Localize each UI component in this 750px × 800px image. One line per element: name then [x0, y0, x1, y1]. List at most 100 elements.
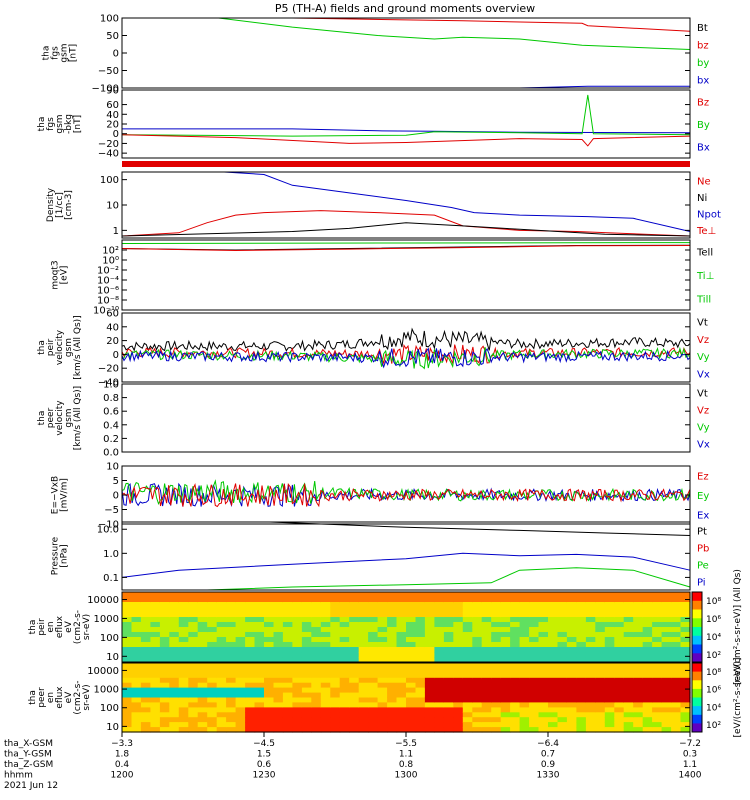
heatmap-cell: [661, 672, 672, 679]
heatmap-cell: [226, 637, 237, 643]
series-line-Bx: [122, 128, 691, 134]
heatmap-cell: [671, 602, 682, 608]
heatmap-cell: [301, 632, 312, 638]
heatmap-cell: [235, 712, 246, 718]
heatmap-cell: [245, 592, 256, 598]
heatmap-cell: [339, 687, 350, 694]
heatmap-cell: [623, 627, 634, 633]
heatmap-cell: [614, 607, 625, 613]
colorbar-segment: [692, 663, 702, 673]
heatmap-cell: [349, 622, 360, 628]
heatmap-cell: [188, 642, 199, 648]
heatmap-cell: [510, 717, 521, 723]
heatmap-cell: [623, 647, 634, 653]
heatmap-cell: [245, 627, 256, 633]
heatmap-cell: [652, 702, 663, 708]
legend-entry: Ex: [697, 510, 709, 521]
heatmap-cell: [453, 617, 464, 623]
heatmap-cell: [264, 632, 275, 638]
heatmap-cell: [368, 682, 379, 689]
heatmap-cell: [604, 717, 615, 723]
heatmap-cell: [443, 622, 454, 628]
heatmap-cell: [140, 727, 151, 733]
heatmap-cell: [282, 672, 293, 679]
heatmap-cell: [131, 622, 142, 628]
heatmap-cell: [510, 602, 521, 608]
heatmap-cell: [396, 617, 407, 623]
y-tick-label: 50: [106, 31, 119, 42]
heatmap-cell: [481, 657, 492, 663]
heatmap-cell: [301, 657, 312, 663]
heatmap-cell: [661, 602, 672, 608]
heatmap-cell: [661, 642, 672, 648]
heatmap-cell: [538, 617, 549, 623]
heatmap-cell: [254, 727, 265, 733]
heatmap-cell: [453, 632, 464, 638]
heatmap-cell: [566, 677, 577, 684]
heatmap-cell: [529, 677, 540, 684]
heatmap-cell: [150, 717, 161, 723]
heatmap-cell: [235, 632, 246, 638]
heatmap-cell: [349, 602, 360, 608]
heatmap-cell: [339, 622, 350, 628]
heatmap-cell: [311, 632, 322, 638]
y-tick-label: 0.4: [103, 420, 119, 431]
heatmap-cell: [415, 717, 426, 723]
x-row-label: tha_X-GSM: [4, 739, 53, 749]
heatmap-cell: [396, 632, 407, 638]
heatmap-cell: [235, 667, 246, 674]
heatmap-cell: [576, 722, 587, 728]
heatmap-cell: [150, 617, 161, 623]
heatmap-cell: [604, 667, 615, 674]
heatmap-cell: [642, 712, 653, 718]
heatmap-cell: [159, 663, 170, 669]
heatmap-cell: [197, 632, 208, 638]
heatmap-cell: [339, 637, 350, 643]
heatmap-cell: [207, 682, 218, 689]
heatmap-cell: [652, 627, 663, 633]
heatmap-cell: [424, 712, 435, 718]
heatmap-cell: [301, 637, 312, 643]
heatmap-cell: [491, 617, 502, 623]
heatmap-cell: [396, 663, 407, 669]
heatmap-cell: [566, 722, 577, 728]
heatmap-cell: [301, 682, 312, 689]
heatmap-cell: [122, 642, 133, 648]
heatmap-cell: [406, 597, 417, 603]
heatmap-cell: [150, 602, 161, 608]
heatmap-cell: [349, 632, 360, 638]
heatmap-cell: [406, 592, 417, 598]
heatmap-cell: [264, 647, 275, 653]
heatmap-cell: [320, 702, 331, 708]
heatmap-cell: [576, 727, 587, 733]
heatmap-cell: [264, 682, 275, 689]
heatmap-cell: [642, 667, 653, 674]
heatmap-cell: [387, 617, 398, 623]
heatmap-cell: [538, 687, 549, 694]
heatmap-cell: [671, 637, 682, 643]
heatmap-cell: [424, 627, 435, 633]
x-tick-label: 1200: [111, 771, 134, 781]
heatmap-cell: [557, 722, 568, 728]
heatmap-cell: [349, 722, 360, 728]
heatmap-cell: [169, 687, 180, 694]
heatmap-cell: [415, 722, 426, 728]
heatmap-cell: [652, 612, 663, 618]
heatmap-cell: [680, 677, 691, 684]
heatmap-cell: [358, 682, 369, 689]
heatmap-cell: [415, 592, 426, 598]
x-tick-label: 0.7: [541, 750, 555, 760]
heatmap-cell: [311, 697, 322, 703]
heatmap-cell: [604, 597, 615, 603]
heatmap-cell: [387, 692, 398, 699]
heatmap-cell: [680, 647, 691, 653]
heatmap-cell: [311, 622, 322, 628]
heatmap-cell: [273, 677, 284, 684]
heatmap-cell: [349, 717, 360, 723]
heatmap-cell: [368, 627, 379, 633]
heatmap-cell: [557, 663, 568, 669]
heatmap-cell: [519, 687, 530, 694]
heatmap-cell: [680, 697, 691, 703]
